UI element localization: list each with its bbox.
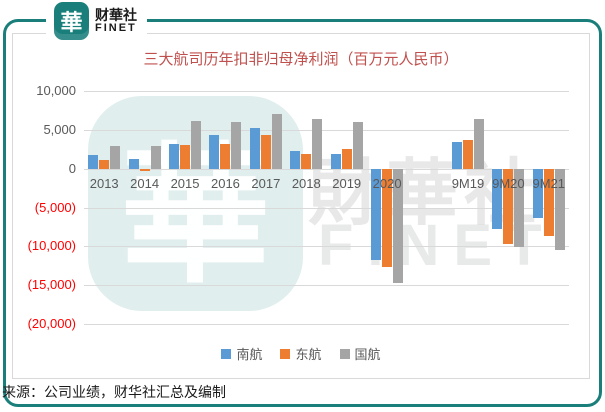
gridline [84, 285, 569, 287]
finet-logo-badge-icon: 華 [54, 2, 89, 40]
legend-swatch-icon [280, 348, 291, 359]
x-axis-label: 2014 [130, 175, 160, 191]
bar-国航-2018 [312, 118, 323, 169]
bar-东航-9M21 [543, 168, 554, 236]
x-axis-label: 2019 [332, 175, 362, 191]
gridline [84, 129, 569, 131]
bar-南航-2016 [209, 135, 220, 169]
gridline [84, 207, 569, 209]
gridline [84, 91, 569, 92]
gridline [84, 246, 569, 248]
legend: 南航 东航 国航 [13, 344, 589, 363]
bar-东航-2014 [139, 168, 150, 172]
x-axis-label: 2018 [291, 175, 321, 191]
bar-东航-2018 [301, 154, 312, 169]
finet-logo: 華 财華社 FINET [46, 2, 147, 40]
bar-东航-9M20 [503, 168, 514, 245]
bar-南航-2013 [88, 154, 99, 169]
finet-logo-sub: FINET [95, 21, 137, 34]
bar-东航-9M19 [462, 139, 473, 169]
bar-国航-9M19 [473, 118, 484, 169]
finet-logo-name: 财華社 [95, 6, 137, 23]
bar-东航-2015 [180, 144, 191, 169]
bar-东航-2017 [260, 135, 271, 169]
x-axis-label: 2020 [372, 175, 402, 191]
x-axis-label: 2013 [89, 175, 119, 191]
bar-国航-2019 [352, 122, 363, 169]
plot-area: 10,000 5,000 0 (5,000) (10,000) (15,000) (20,0… [28, 83, 569, 331]
finet-logo-text: 财華社 FINET [95, 8, 137, 34]
legend-item-南航: 南航 [221, 344, 262, 363]
legend-label: 南航 [236, 347, 263, 362]
legend-item-国航: 国航 [339, 344, 381, 363]
y-axis-label: (20,000) [27, 316, 76, 331]
bar-南航-2017 [249, 128, 260, 169]
bar-国航-2017 [271, 113, 282, 169]
x-axis-label: 9M20 [492, 175, 525, 191]
bar-国航-9M21 [554, 168, 565, 251]
x-axis-label: 9M21 [532, 175, 566, 191]
legend-swatch-icon [221, 348, 232, 359]
bar-国航-9M20 [514, 168, 525, 248]
bar-国航-2020 [393, 168, 404, 283]
x-axis-label: 2017 [251, 175, 281, 191]
x-axis-label: 2016 [210, 175, 240, 191]
bar-国航-2015 [191, 120, 202, 169]
y-axis-label: (5,000) [34, 199, 76, 215]
legend-label: 国航 [354, 347, 381, 362]
finet-logo-glyph: 華 [60, 10, 83, 35]
gridline [84, 324, 569, 325]
brand-frame [3, 19, 602, 407]
bar-东航-2019 [341, 149, 352, 169]
y-axis-label: (10,000) [27, 238, 76, 254]
bar-南航-9M20 [492, 168, 503, 230]
bar-南航-2018 [290, 151, 301, 169]
bar-国航-2013 [110, 146, 121, 169]
legend-item-东航: 东航 [280, 344, 322, 363]
legend-swatch-icon [339, 348, 350, 359]
y-axis-label: 10,000 [36, 83, 76, 98]
gridline [84, 168, 569, 170]
bar-国航-2016 [231, 121, 242, 169]
bar-东航-2020 [382, 168, 393, 268]
bar-南航-2020 [371, 168, 382, 260]
chart-panel: 三大航司历年扣非归母净利润（百万元人民币） 華 財華社 FINET 10,000… [12, 33, 590, 379]
bar-南航-9M19 [451, 141, 462, 169]
bar-南航-2015 [169, 143, 180, 169]
bar-南航-2019 [330, 153, 341, 169]
source-note: 来源：公司业绩，财华社汇总及编制 [2, 384, 226, 400]
bar-东航-2013 [99, 159, 110, 169]
y-axis-label: 5,000 [43, 121, 76, 137]
bar-东航-2016 [220, 143, 231, 169]
bar-国航-2014 [150, 145, 161, 169]
bar-南航-2014 [128, 158, 139, 169]
x-axis-label: 9M19 [451, 175, 485, 191]
y-axis-label: (15,000) [27, 277, 76, 293]
chart-title: 三大航司历年扣非归母净利润（百万元人民币） [143, 51, 459, 68]
bar-南航-9M21 [532, 168, 543, 219]
x-axis-label: 2015 [170, 175, 200, 191]
legend-label: 东航 [295, 347, 322, 362]
y-axis-label: 0 [68, 160, 76, 176]
